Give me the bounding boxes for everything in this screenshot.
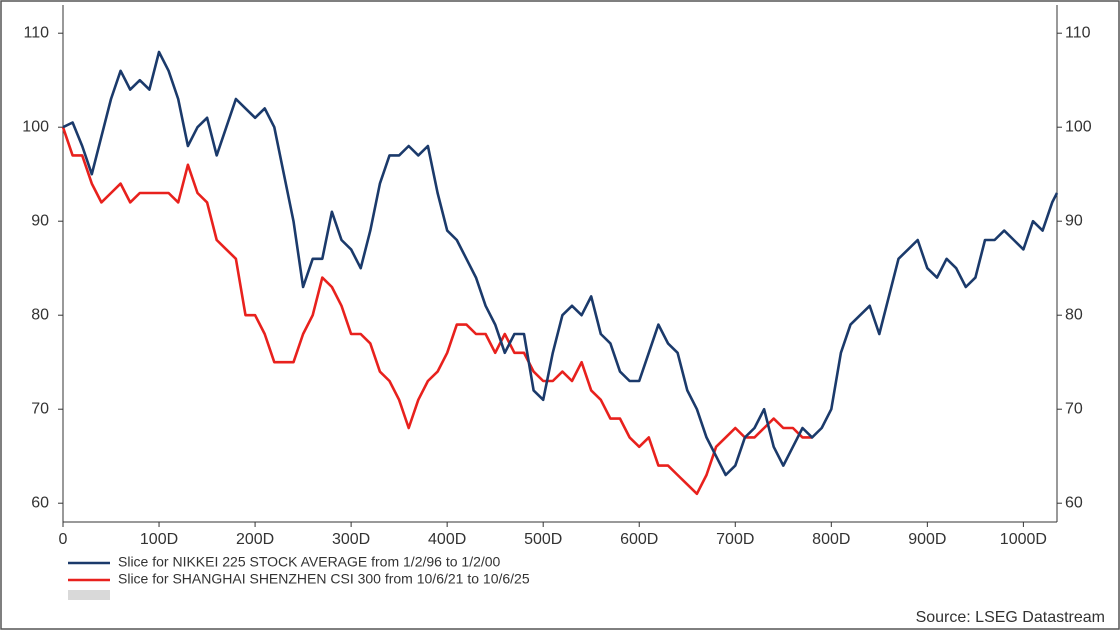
y2-tick-label: 90 xyxy=(1065,212,1083,229)
x-tick-label: 300D xyxy=(332,531,370,548)
x-tick-label: 200D xyxy=(236,531,274,548)
series-line xyxy=(62,50,1059,477)
series-line xyxy=(61,126,813,496)
legend-swatch-empty xyxy=(68,590,110,600)
x-tick-label: 600D xyxy=(620,531,658,548)
x-tick-label: 0 xyxy=(59,531,68,548)
y-tick-label: 70 xyxy=(31,400,49,417)
y2-tick-label: 110 xyxy=(1065,24,1091,41)
y2-tick-label: 80 xyxy=(1065,306,1083,323)
legend-label: Slice for NIKKEI 225 STOCK AVERAGE from … xyxy=(118,554,501,570)
legend-label: Slice for SHANGHAI SHENZHEN CSI 300 from… xyxy=(118,571,530,587)
x-tick-label: 800D xyxy=(812,531,850,548)
y-tick-label: 110 xyxy=(23,24,49,41)
y-tick-label: 100 xyxy=(22,118,49,135)
x-tick-label: 100D xyxy=(140,531,178,548)
source: Source: LSEG Datastream xyxy=(916,609,1105,626)
y2-tick-label: 100 xyxy=(1065,118,1092,135)
y-tick-label: 60 xyxy=(31,494,49,511)
y-tick-label: 90 xyxy=(31,212,49,229)
x-tick-label: 1000D xyxy=(1000,531,1047,548)
x-tick-label: 400D xyxy=(428,531,466,548)
y2-tick-label: 70 xyxy=(1065,400,1083,417)
x-tick-label: 500D xyxy=(524,531,562,548)
x-tick-label: 900D xyxy=(908,531,946,548)
y-tick-label: 80 xyxy=(31,306,49,323)
x-tick-label: 700D xyxy=(716,531,754,548)
y2-tick-label: 60 xyxy=(1065,494,1083,511)
